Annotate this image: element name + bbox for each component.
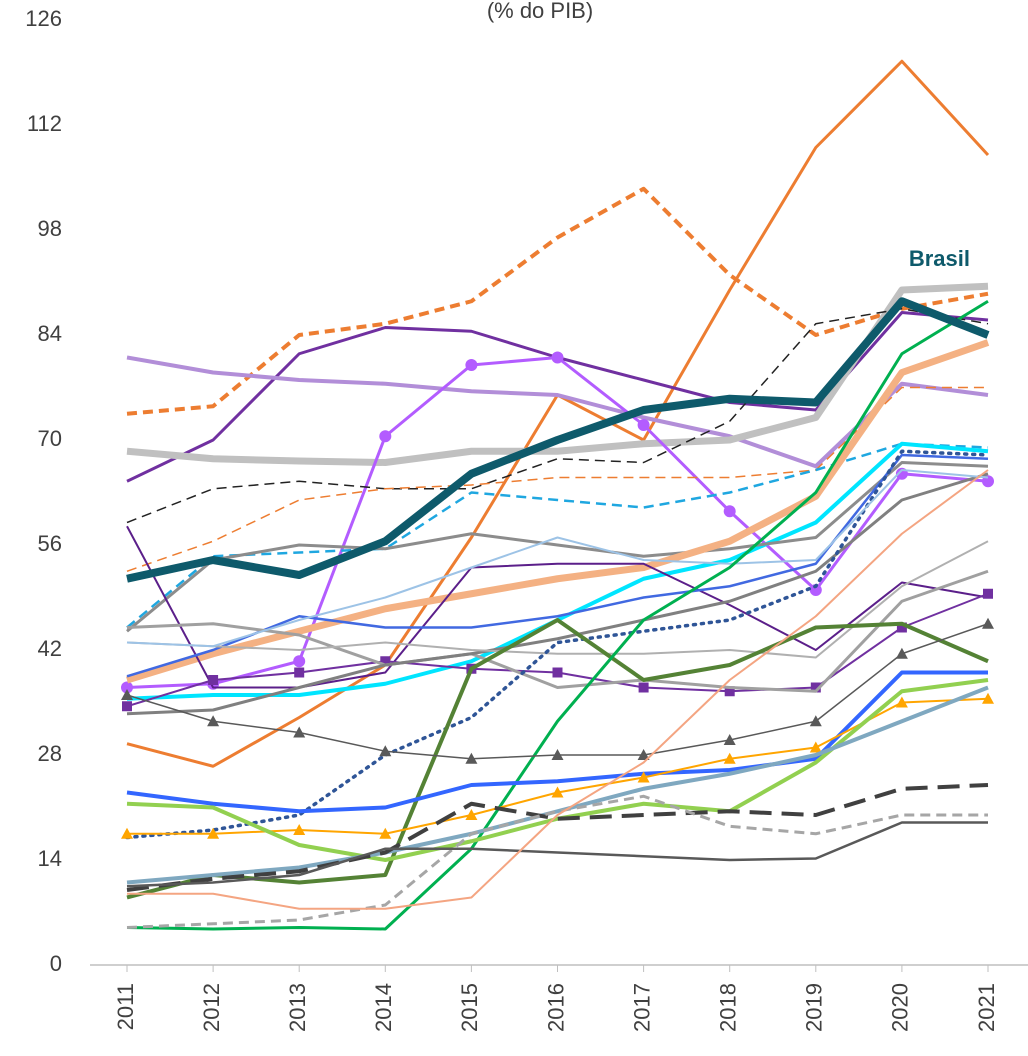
series-line — [125, 339, 990, 684]
series-line — [126, 469, 989, 648]
y-tick-label: 56 — [38, 531, 62, 556]
series-line — [126, 618, 989, 900]
x-tick-label: 2013 — [285, 983, 310, 1032]
marker — [551, 786, 564, 798]
marker — [896, 622, 907, 633]
series-line — [126, 569, 989, 693]
marker — [809, 741, 822, 753]
marker — [724, 686, 735, 697]
series-line — [126, 386, 988, 572]
series-line — [126, 685, 989, 885]
marker — [121, 681, 133, 694]
marker — [121, 827, 133, 839]
y-tick-label: 84 — [38, 321, 62, 346]
x-tick-label: 2016 — [543, 983, 568, 1032]
series-line — [126, 59, 990, 768]
marker — [895, 696, 908, 708]
y-tick-label: 126 — [25, 6, 62, 31]
marker — [207, 827, 220, 839]
series-line — [126, 472, 989, 716]
marker — [379, 827, 392, 839]
marker — [207, 715, 220, 727]
x-tick-label: 2019 — [802, 983, 827, 1032]
series-line — [126, 592, 989, 708]
marker — [379, 745, 392, 757]
series-line — [125, 449, 990, 840]
marker — [723, 505, 736, 518]
series-line — [126, 678, 989, 862]
series-line — [126, 821, 988, 888]
marker — [637, 771, 650, 783]
x-tick-label: 2015 — [457, 983, 482, 1032]
marker — [465, 752, 478, 764]
x-tick-label: 2014 — [371, 983, 396, 1032]
y-tick-label: 42 — [38, 636, 62, 661]
marker — [723, 752, 736, 764]
marker — [723, 734, 736, 745]
marker — [121, 689, 133, 700]
marker — [637, 749, 650, 760]
marker — [293, 824, 306, 835]
series-line — [126, 453, 989, 678]
marker — [810, 682, 821, 693]
marker — [638, 682, 649, 693]
marker — [208, 675, 219, 685]
marker — [122, 701, 132, 712]
x-tick-label: 2011 — [113, 983, 138, 1030]
marker — [379, 430, 392, 443]
series-line — [126, 297, 990, 583]
series-line — [126, 282, 989, 466]
marker — [809, 715, 822, 727]
x-tick-label: 2021 — [974, 983, 999, 1032]
series-line — [126, 525, 989, 689]
series-line — [126, 540, 989, 659]
y-tick-label: 0 — [50, 951, 62, 976]
y-tick-label: 14 — [38, 846, 62, 871]
marker — [551, 749, 564, 760]
series-line — [126, 461, 989, 633]
series-label: Brasil — [909, 246, 970, 271]
marker — [895, 647, 908, 659]
marker — [552, 667, 563, 678]
chart-subtitle: (% do PIB) — [487, 0, 593, 23]
series-line — [126, 794, 988, 929]
series-line — [126, 442, 989, 629]
marker — [293, 726, 306, 738]
series-line — [126, 670, 988, 814]
y-tick-label: 70 — [38, 426, 62, 451]
series-line — [126, 186, 989, 416]
marker — [380, 656, 391, 667]
marker — [982, 617, 994, 629]
y-tick-label: 112 — [27, 111, 62, 136]
marker — [982, 692, 994, 704]
series-line — [126, 355, 989, 469]
marker — [294, 667, 305, 678]
series-line — [126, 308, 989, 524]
series-line — [126, 299, 989, 931]
marker — [293, 655, 306, 668]
x-tick-label: 2017 — [629, 983, 654, 1032]
x-tick-label: 2018 — [716, 983, 741, 1032]
marker — [465, 809, 478, 820]
marker — [551, 351, 564, 364]
series-line — [126, 783, 989, 892]
marker — [982, 475, 994, 488]
y-tick-label: 28 — [38, 741, 62, 766]
y-tick-label: 98 — [38, 216, 62, 241]
marker — [637, 419, 650, 431]
marker — [983, 588, 993, 599]
x-tick-label: 2012 — [199, 983, 224, 1032]
series-line — [127, 469, 989, 910]
marker — [809, 584, 822, 596]
x-tick-label: 2020 — [888, 983, 913, 1032]
marker — [465, 359, 478, 371]
